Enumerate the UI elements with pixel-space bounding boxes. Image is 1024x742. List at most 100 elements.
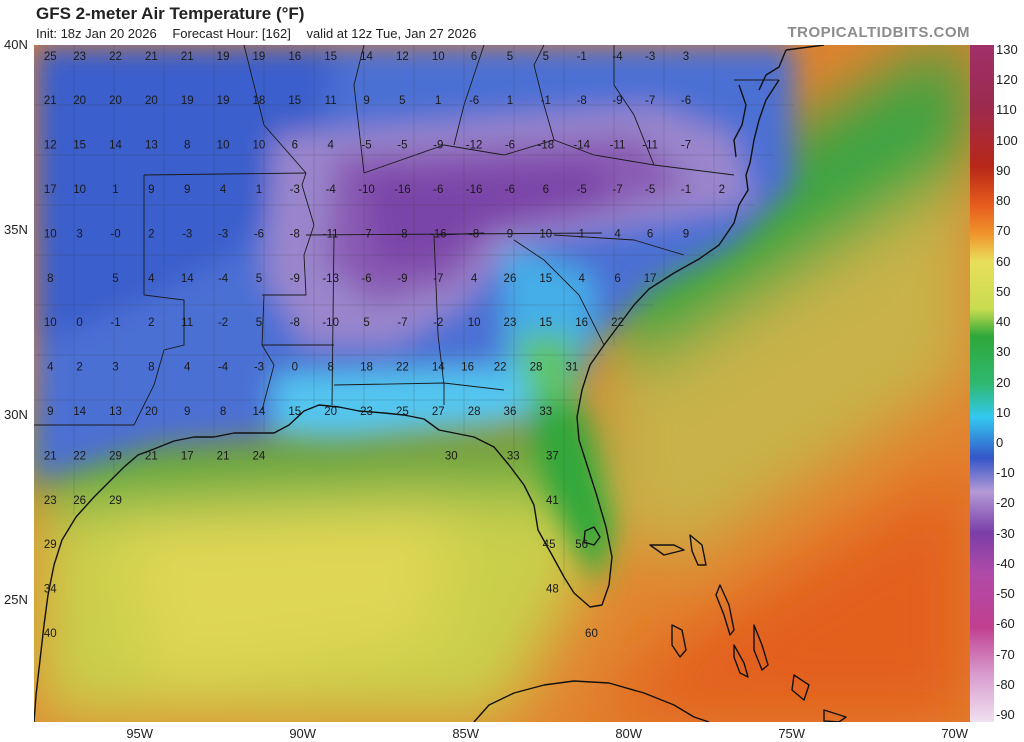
station-value: 12 <box>396 51 409 63</box>
station-value: 10 <box>217 140 230 152</box>
map-title: GFS 2-meter Air Temperature (°F) <box>36 4 305 23</box>
colorbar-label: 20 <box>996 374 1011 390</box>
station-value: 19 <box>217 95 230 107</box>
abaco-island <box>689 534 707 566</box>
station-value: 15 <box>324 51 337 63</box>
colorbar-label: 50 <box>996 283 1011 299</box>
station-value: -9 <box>433 140 443 152</box>
station-value: 9 <box>683 228 689 240</box>
station-value: 17 <box>644 273 657 285</box>
station-value: 8 <box>184 140 190 152</box>
station-value: 3 <box>683 51 689 63</box>
station-value: 4 <box>327 140 334 152</box>
station-value: 22 <box>611 317 624 329</box>
station-value: 9 <box>184 406 190 418</box>
station-value: -4 <box>218 273 229 285</box>
station-value: 8 <box>47 273 53 285</box>
station-value: -1 <box>110 317 120 329</box>
chesapeake-bay <box>733 84 747 158</box>
colorbar-label: 100 <box>996 132 1018 148</box>
station-value: 12 <box>44 140 57 152</box>
colorbar-label: 30 <box>996 344 1011 360</box>
station-value: -13 <box>322 273 339 285</box>
station-value: -9 <box>290 273 300 285</box>
colorbar-label: 10 <box>996 404 1011 420</box>
station-value: -12 <box>466 140 483 152</box>
station-value: -7 <box>433 273 443 285</box>
longitude-label: 70W <box>941 726 969 741</box>
forecast-hour: Forecast Hour: [162] <box>172 26 291 41</box>
latitude-label: 25N <box>4 592 28 607</box>
station-value: 2 <box>76 362 82 374</box>
station-value: 28 <box>530 362 543 374</box>
station-value: 2 <box>719 184 725 196</box>
station-value: 20 <box>145 95 158 107</box>
station-value: -1 <box>541 95 551 107</box>
station-value: 23 <box>360 406 373 418</box>
station-value: -11 <box>642 140 658 152</box>
station-value: 5 <box>112 273 118 285</box>
station-value: 40 <box>44 628 57 640</box>
latitude-label: 35N <box>4 222 28 237</box>
station-value: 8 <box>148 362 154 374</box>
station-value: 21 <box>44 450 57 462</box>
colorbar-label: 40 <box>996 314 1011 330</box>
station-value: 4 <box>471 273 478 285</box>
station-values: 25 23 22 21 21 19 19 16 15 14 12 10 6 5 5 -1 -4 -3 321 20 20… <box>44 51 725 640</box>
station-value: 15 <box>288 406 301 418</box>
station-value: 3 <box>76 228 82 240</box>
station-value: 33 <box>539 406 552 418</box>
station-value: 60 <box>585 628 598 640</box>
station-value: 2 <box>148 228 154 240</box>
station-value: 4 <box>47 362 54 374</box>
station-value: 13 <box>109 406 122 418</box>
station-value: -7 <box>397 317 407 329</box>
station-value: 19 <box>181 95 194 107</box>
station-value: -3 <box>645 51 655 63</box>
station-value: 36 <box>504 406 517 418</box>
station-value: 22 <box>109 51 122 63</box>
us-east-coast <box>34 79 780 722</box>
station-value: 18 <box>253 95 266 107</box>
station-value: 0 <box>292 362 298 374</box>
station-value: 26 <box>73 495 86 507</box>
latitude-label: 30N <box>4 407 28 422</box>
station-value: 4 <box>578 273 585 285</box>
station-value: 6 <box>614 273 620 285</box>
colorbar-label: -80 <box>996 676 1015 692</box>
station-value: -8 <box>397 228 407 240</box>
station-value: 23 <box>44 495 57 507</box>
station-value: -8 <box>290 228 300 240</box>
station-value: -2 <box>433 317 443 329</box>
station-value: 11 <box>325 95 337 107</box>
station-value: -6 <box>469 95 479 107</box>
station-value: 20 <box>109 95 122 107</box>
station-value: 9 <box>47 406 53 418</box>
station-value: 9 <box>507 228 513 240</box>
station-value: 17 <box>44 184 57 196</box>
station-value: 27 <box>432 406 445 418</box>
station-value: -7 <box>361 228 371 240</box>
station-value: 21 <box>44 95 57 107</box>
station-value: -7 <box>645 95 655 107</box>
station-value: 37 <box>546 450 559 462</box>
colorbar-label: 70 <box>996 223 1011 239</box>
station-value: -5 <box>645 184 655 196</box>
exuma-islands <box>733 644 749 678</box>
colorbar-label: -40 <box>996 555 1015 571</box>
station-value: 15 <box>73 140 86 152</box>
longitude-label: 90W <box>289 726 317 741</box>
colorbar-label: 90 <box>996 162 1011 178</box>
station-value: 8 <box>220 406 226 418</box>
station-value: 18 <box>360 362 373 374</box>
station-value: -4 <box>612 51 623 63</box>
long-island-bahamas <box>753 624 769 671</box>
station-value: -9 <box>612 95 622 107</box>
brand-watermark: TROPICALTIDBITS.COM <box>787 24 970 41</box>
station-value: -6 <box>361 273 371 285</box>
colorbar-label: 130 <box>996 42 1018 57</box>
station-value: 16 <box>575 317 588 329</box>
station-value: -8 <box>577 95 587 107</box>
station-value: -4 <box>326 184 337 196</box>
station-value: 1 <box>578 228 584 240</box>
